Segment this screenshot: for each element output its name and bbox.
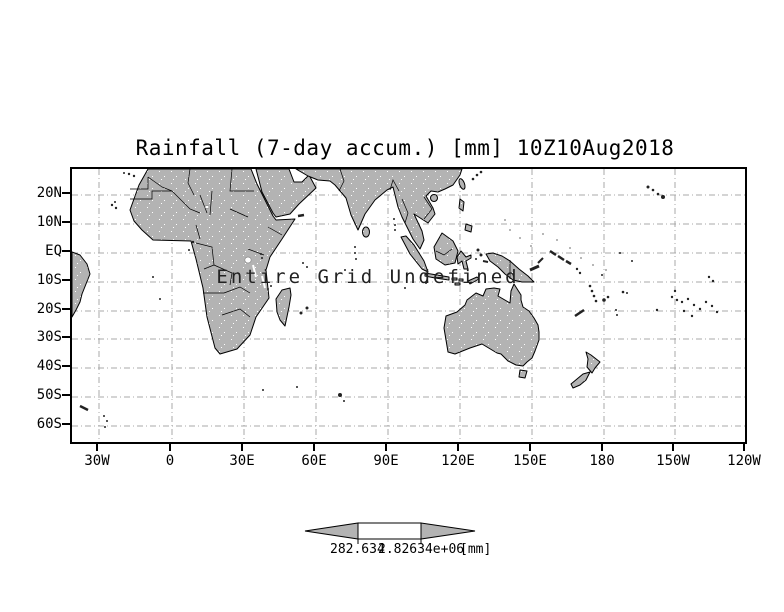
grid-undefined-message: Entire Grid Undefined bbox=[216, 266, 520, 288]
lat-tick-label-10s: 10S bbox=[36, 272, 62, 288]
lon-tick-label-150w: 150W bbox=[656, 453, 690, 469]
lat-tick-mark bbox=[62, 279, 70, 281]
lon-tick-mark bbox=[601, 444, 603, 451]
island-nz-south bbox=[570, 371, 591, 389]
world-map bbox=[72, 169, 745, 442]
plot-title: Rainfall (7-day accum.) [mm] 10Z10Aug201… bbox=[135, 136, 675, 160]
graticule bbox=[72, 169, 745, 442]
lon-tick-label-120w: 120W bbox=[727, 453, 761, 469]
island-timor bbox=[467, 276, 480, 285]
lat-tick-mark bbox=[62, 394, 70, 396]
lon-tick-label-180: 180 bbox=[589, 453, 615, 469]
colorbar-unit-label: [mm] bbox=[460, 542, 492, 557]
lon-tick-label-150e: 150E bbox=[513, 453, 547, 469]
colorbar-min-label: 282.634 bbox=[330, 542, 385, 557]
landmass-africa bbox=[129, 169, 296, 355]
island-sumba bbox=[454, 282, 461, 286]
lat-tick-mark bbox=[62, 192, 70, 194]
colorbar-above-arrow bbox=[420, 522, 476, 540]
colorbar-below-arrow bbox=[304, 522, 359, 540]
lon-tick-mark bbox=[169, 444, 171, 451]
lon-tick-label-0: 0 bbox=[165, 453, 175, 469]
island-java bbox=[424, 272, 450, 281]
lat-tick-mark bbox=[62, 221, 70, 223]
island-tasmania bbox=[518, 369, 528, 379]
island-nz-north bbox=[585, 351, 601, 374]
island-madagascar bbox=[275, 287, 292, 327]
lon-tick-mark bbox=[743, 444, 745, 451]
island-bali-lombok bbox=[451, 277, 458, 281]
island-mindanao bbox=[464, 223, 473, 233]
lon-tick-mark bbox=[241, 444, 243, 451]
lat-tick-label-10n: 10N bbox=[36, 214, 62, 230]
island-borneo bbox=[433, 232, 459, 266]
landmass-asia bbox=[295, 169, 463, 250]
lat-tick-mark bbox=[62, 423, 70, 425]
lon-tick-label-30e: 30E bbox=[229, 453, 255, 469]
lon-tick-mark bbox=[385, 444, 387, 451]
island-dashes bbox=[79, 213, 585, 412]
country-borders bbox=[130, 169, 511, 318]
landmass-arabia bbox=[255, 169, 317, 218]
lon-tick-mark bbox=[672, 444, 674, 451]
ocean-speckles bbox=[504, 219, 607, 271]
lon-tick-mark bbox=[529, 444, 531, 451]
lon-tick-mark bbox=[457, 444, 459, 451]
landmass-south-america bbox=[72, 251, 91, 318]
colorbar-max-label: 2.82634e+06 bbox=[378, 542, 465, 557]
island-hainan bbox=[430, 194, 438, 202]
lon-tick-label-120e: 120E bbox=[441, 453, 475, 469]
colorbar-range-box bbox=[357, 522, 422, 540]
small-islands bbox=[103, 170, 719, 428]
island-taiwan bbox=[458, 178, 466, 190]
lon-tick-label-30w: 30W bbox=[84, 453, 110, 469]
lon-tick-label-60e: 60E bbox=[301, 453, 327, 469]
island-flores bbox=[458, 278, 464, 282]
island-luzon bbox=[458, 198, 465, 212]
lakes bbox=[204, 205, 266, 289]
lat-tick-mark bbox=[62, 250, 70, 252]
lat-tick-mark bbox=[62, 308, 70, 310]
lat-tick-label-40s: 40S bbox=[36, 358, 62, 374]
island-sulawesi bbox=[456, 250, 472, 270]
lat-tick-label-eq: EQ bbox=[45, 243, 62, 259]
lat-tick-label-20n: 20N bbox=[36, 185, 62, 201]
island-sri-lanka bbox=[362, 226, 370, 238]
lat-tick-label-50s: 50S bbox=[36, 387, 62, 403]
lon-tick-label-90e: 90E bbox=[373, 453, 399, 469]
lon-tick-mark bbox=[313, 444, 315, 451]
lat-tick-label-30s: 30S bbox=[36, 329, 62, 345]
colorbar bbox=[304, 522, 476, 544]
lat-tick-label-20s: 20S bbox=[36, 301, 62, 317]
lon-tick-mark bbox=[96, 444, 98, 451]
lat-tick-mark bbox=[62, 365, 70, 367]
map-plot-area bbox=[70, 167, 747, 444]
lat-tick-label-60s: 60S bbox=[36, 416, 62, 432]
landmass-australia bbox=[443, 283, 540, 367]
island-sumatra bbox=[400, 235, 429, 273]
lat-tick-mark bbox=[62, 336, 70, 338]
